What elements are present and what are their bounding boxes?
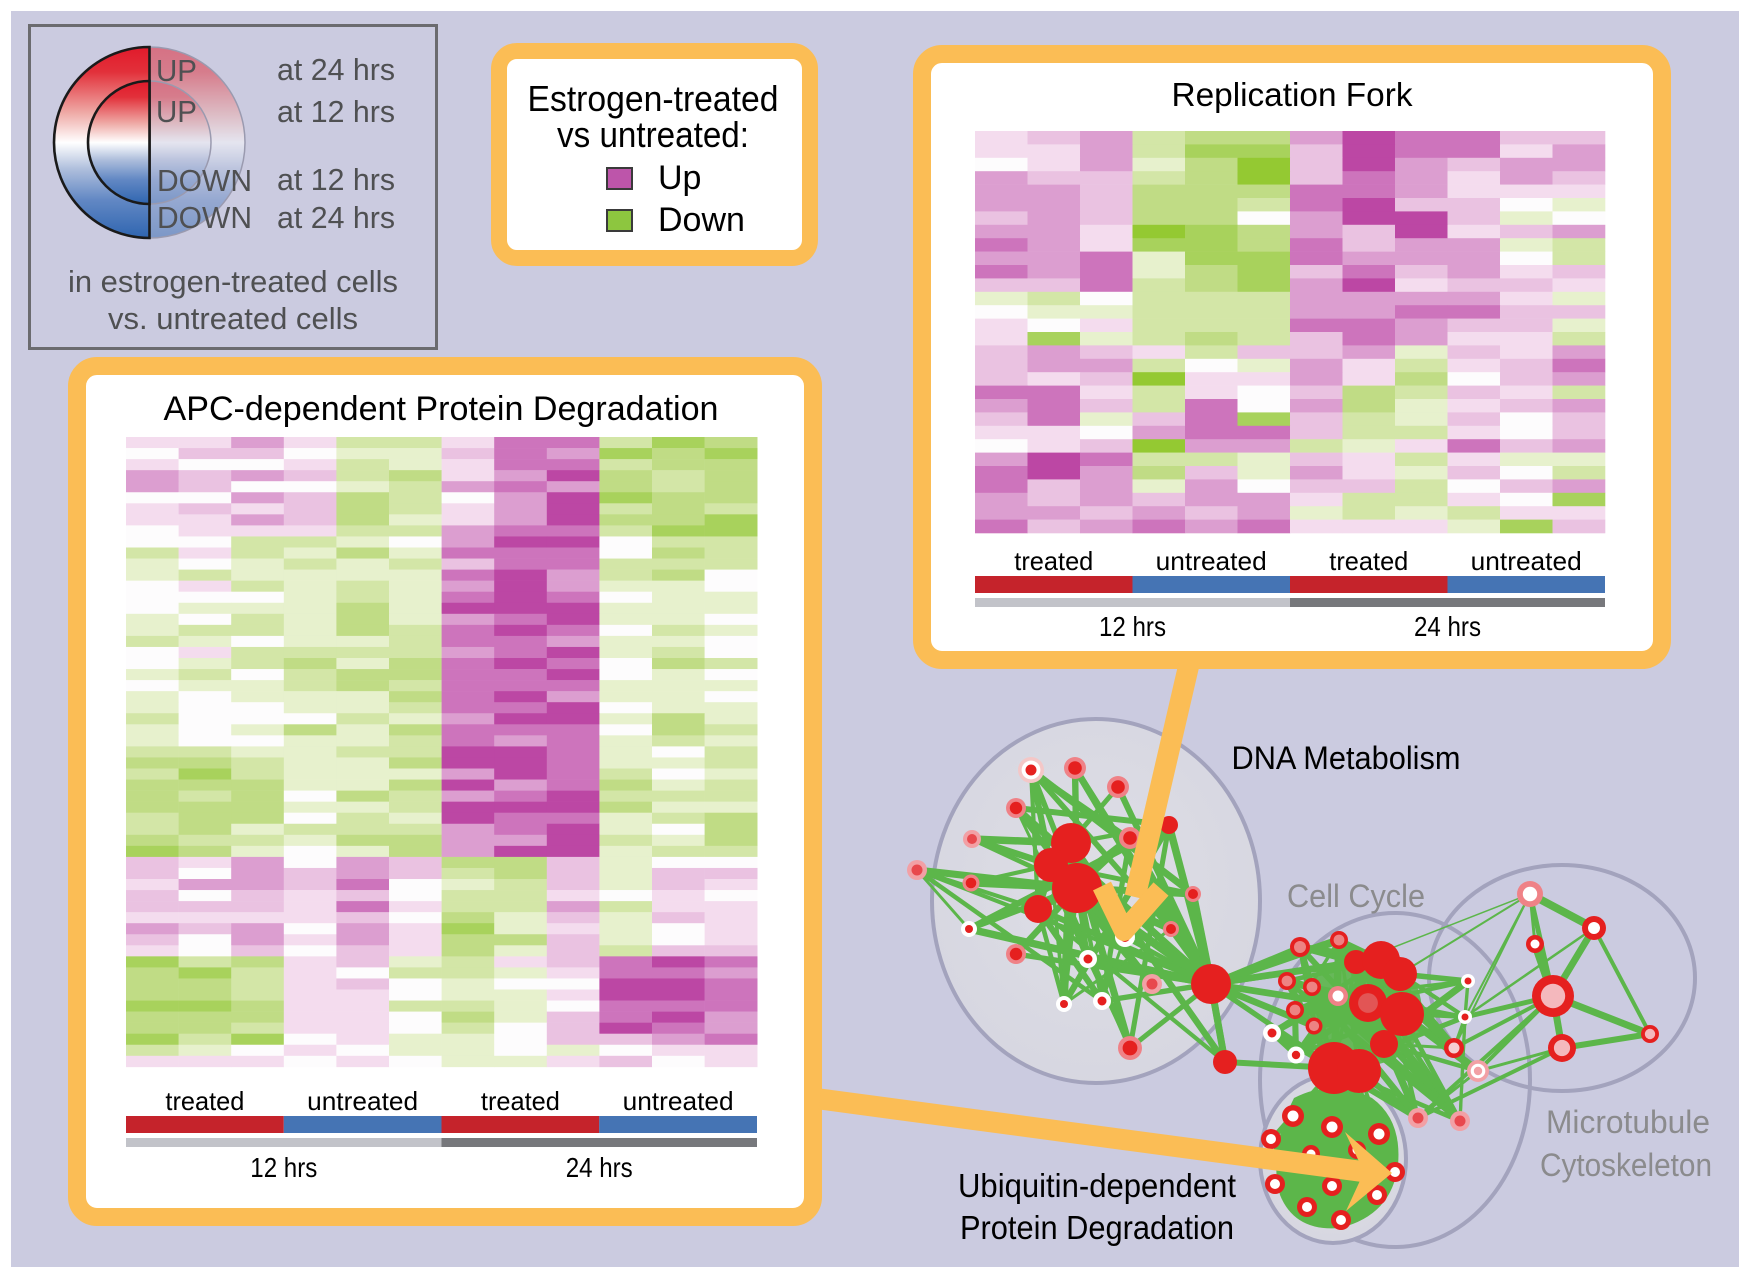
svg-text:vs. untreated cells: vs. untreated cells — [108, 301, 358, 336]
svg-text:Replication Fork: Replication Fork — [1172, 76, 1413, 113]
svg-text:treated: treated — [1329, 546, 1408, 576]
svg-text:at 24 hrs: at 24 hrs — [277, 200, 395, 235]
svg-text:treated: treated — [481, 1086, 560, 1116]
svg-text:at 12 hrs: at 12 hrs — [277, 94, 395, 129]
svg-text:Ubiquitin-dependent: Ubiquitin-dependent — [958, 1167, 1236, 1204]
svg-text:untreated: untreated — [1156, 546, 1267, 576]
svg-text:UP: UP — [156, 94, 197, 129]
svg-text:24 hrs: 24 hrs — [566, 1152, 633, 1183]
svg-text:Microtubule: Microtubule — [1546, 1104, 1710, 1140]
svg-text:24 hrs: 24 hrs — [1414, 611, 1481, 642]
svg-text:Estrogen-treated: Estrogen-treated — [528, 78, 779, 119]
svg-text:untreated: untreated — [623, 1086, 734, 1116]
svg-text:vs untreated:: vs untreated: — [557, 114, 749, 155]
svg-text:at 24 hrs: at 24 hrs — [277, 52, 395, 87]
svg-text:DNA Metabolism: DNA Metabolism — [1232, 740, 1461, 776]
svg-text:at 12 hrs: at 12 hrs — [277, 162, 395, 197]
svg-text:untreated: untreated — [1471, 546, 1582, 576]
svg-text:treated: treated — [1014, 546, 1093, 576]
svg-text:Protein Degradation: Protein Degradation — [960, 1209, 1234, 1246]
svg-text:Cell Cycle: Cell Cycle — [1287, 878, 1425, 914]
svg-text:treated: treated — [165, 1086, 244, 1116]
svg-text:Cytoskeleton: Cytoskeleton — [1540, 1147, 1712, 1183]
svg-text:DOWN: DOWN — [157, 163, 252, 198]
svg-text:Up: Up — [658, 159, 701, 197]
svg-text:12 hrs: 12 hrs — [250, 1152, 317, 1183]
svg-text:UP: UP — [156, 53, 197, 88]
svg-text:Down: Down — [658, 201, 745, 239]
svg-text:DOWN: DOWN — [157, 200, 252, 235]
svg-text:untreated: untreated — [307, 1086, 418, 1116]
svg-text:APC-dependent Protein Degradat: APC-dependent Protein Degradation — [164, 390, 719, 428]
svg-text:12 hrs: 12 hrs — [1099, 611, 1166, 642]
svg-text:in estrogen-treated cells: in estrogen-treated cells — [68, 264, 398, 299]
